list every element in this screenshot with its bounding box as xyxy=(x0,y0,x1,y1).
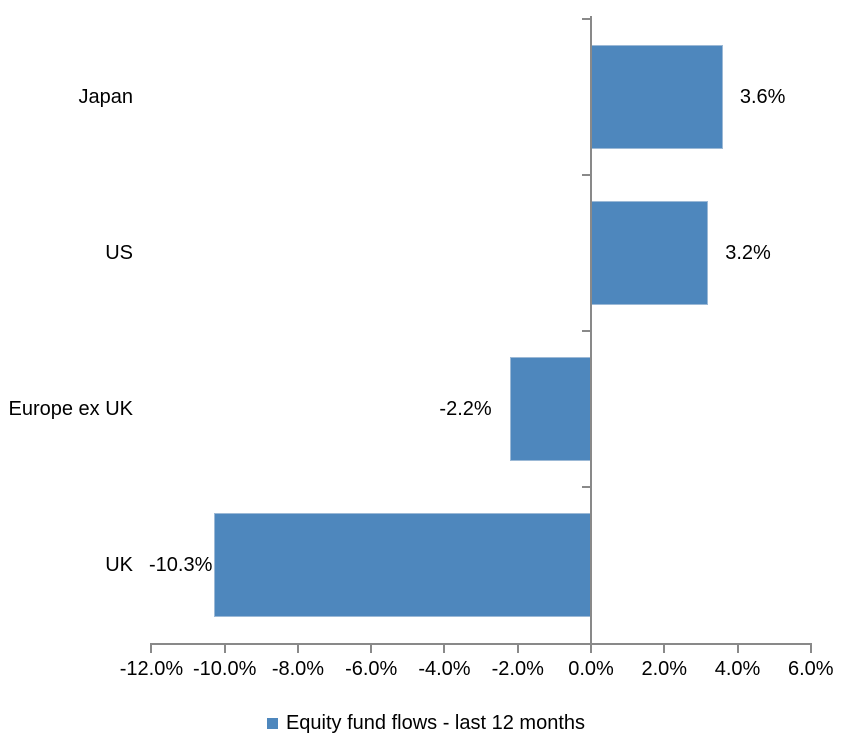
category-label-japan: Japan xyxy=(78,86,134,108)
x-tick-label: -4.0% xyxy=(418,658,471,680)
x-tick-label: -6.0% xyxy=(345,658,398,680)
x-axis-tick xyxy=(296,645,299,653)
legend-label: Equity fund flows - last 12 months xyxy=(285,712,586,734)
x-tick-label: -2.0% xyxy=(491,658,544,680)
x-axis-tick xyxy=(370,645,373,653)
x-axis-tick xyxy=(809,645,812,653)
x-tick-label: 2.0% xyxy=(641,658,688,680)
y-axis-tick xyxy=(582,174,590,176)
bar-japan xyxy=(591,45,723,149)
x-tick-label: -10.0% xyxy=(193,658,257,680)
category-label-uk: UK xyxy=(105,554,133,576)
x-tick-label: 0.0% xyxy=(568,658,614,680)
bar-europe-ex-uk xyxy=(510,357,591,461)
bar-us xyxy=(591,201,709,305)
value-label-us: 3.2% xyxy=(725,242,771,264)
x-axis-tick xyxy=(736,645,739,653)
x-axis-tick xyxy=(663,645,666,653)
x-axis-tick xyxy=(443,645,446,653)
value-label-japan: 3.6% xyxy=(739,86,786,108)
value-label-uk: -10.3% xyxy=(149,554,213,576)
x-axis-tick xyxy=(516,645,519,653)
x-tick-label: -12.0% xyxy=(119,658,184,680)
y-axis-tick xyxy=(582,18,590,20)
bar-uk xyxy=(213,513,591,617)
x-tick-label: 4.0% xyxy=(714,658,761,680)
y-axis-tick xyxy=(582,330,590,332)
legend: Equity fund flows - last 12 months xyxy=(0,706,852,740)
value-label-europe-ex-uk: -2.2% xyxy=(439,398,492,420)
category-label-europe-ex-uk: Europe ex UK xyxy=(8,398,133,420)
x-axis-tick xyxy=(150,645,153,653)
x-tick-label: -8.0% xyxy=(271,658,325,680)
y-axis-line xyxy=(590,16,592,645)
legend-swatch-icon xyxy=(266,717,278,729)
category-label-us: US xyxy=(105,242,133,264)
y-axis-tick xyxy=(582,486,590,488)
x-axis-tick xyxy=(223,645,226,653)
x-tick-label: 6.0% xyxy=(787,658,834,680)
x-axis-tick xyxy=(590,645,592,653)
x-axis-line xyxy=(150,643,812,645)
